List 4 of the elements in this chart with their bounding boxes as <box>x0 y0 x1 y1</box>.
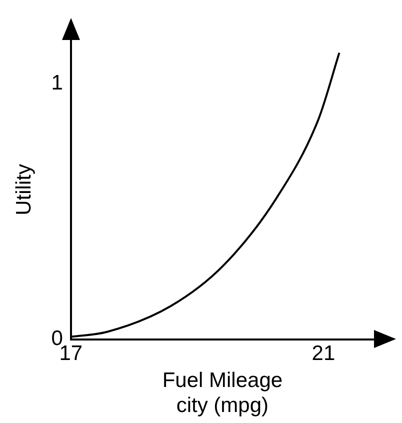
y-axis-title: Utility <box>12 164 36 216</box>
y-tick-label: 1 <box>51 71 63 94</box>
x-tick-label: 21 <box>312 342 336 365</box>
x-axis-title: Fuel Mileage city (mpg) <box>162 368 283 418</box>
